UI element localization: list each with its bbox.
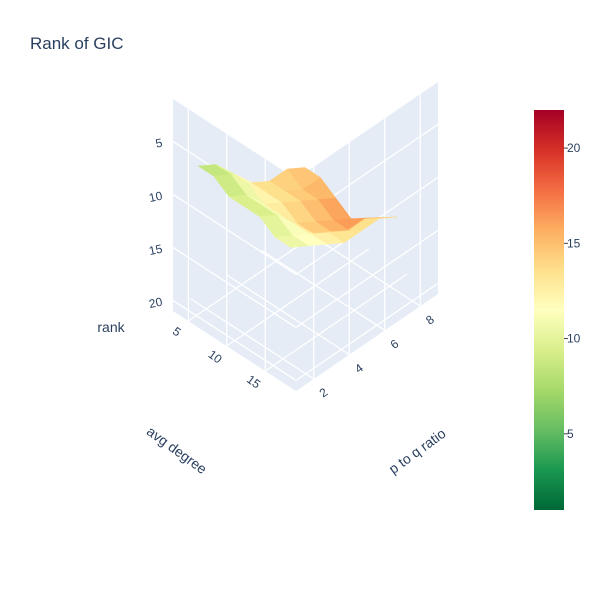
z-gridline — [295, 282, 439, 381]
surface-patch — [274, 235, 310, 248]
colorbar-tick-label: 15 — [567, 236, 581, 250]
x-tick-label: 4 — [352, 361, 366, 376]
z-gridline — [172, 193, 297, 275]
z-tick-label: 5 — [154, 136, 164, 151]
wall-y-face — [296, 82, 438, 391]
colorbar-tick-label: 20 — [567, 141, 581, 155]
z-gridline — [172, 299, 297, 381]
y-tick-label: 15 — [244, 372, 263, 391]
x-tick-label: 8 — [423, 312, 437, 327]
y-tick-label: 5 — [170, 324, 184, 339]
z-gridline — [295, 229, 439, 328]
z-tick-label: 15 — [148, 242, 164, 259]
colorbar-tick-label: 5 — [567, 427, 574, 441]
colorbar-tick-label: 10 — [567, 332, 581, 346]
colorbar-ticks: 5 10 15 20 — [564, 141, 581, 441]
x-tick-label: 2 — [317, 385, 331, 400]
x-tick-label: 6 — [388, 336, 402, 351]
z-tick-label: 20 — [148, 295, 164, 312]
chart-title: Rank of GIC — [30, 34, 124, 53]
y-gridline — [264, 273, 408, 372]
x-gridline — [225, 274, 350, 356]
wall-x-face — [173, 99, 296, 391]
y-tick-label: 10 — [206, 347, 225, 366]
x-gridline — [261, 249, 386, 331]
x-axis-title: p to q ratio — [386, 425, 449, 477]
colorbar — [534, 110, 564, 510]
y-axis-title: avg degree — [144, 423, 210, 477]
z-tick-label: 10 — [148, 189, 164, 206]
x-gridline — [190, 298, 315, 380]
z-axis-title: rank — [97, 319, 125, 335]
surface-mesh — [197, 164, 398, 248]
z-gridline — [172, 246, 297, 328]
y-gridline — [226, 248, 370, 347]
